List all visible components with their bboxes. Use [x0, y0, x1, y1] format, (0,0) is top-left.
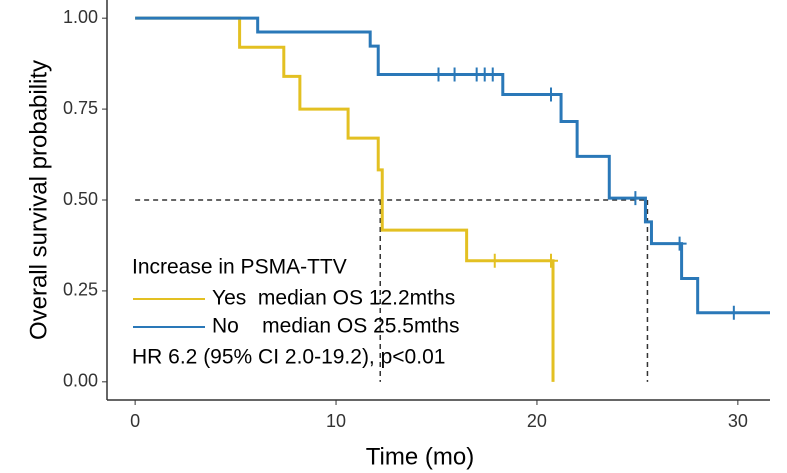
x-tick-label: 30 — [728, 411, 748, 431]
censor-mark — [726, 305, 741, 320]
censor-mark — [447, 67, 462, 82]
censor-mark — [485, 67, 500, 82]
censor-mark — [544, 253, 559, 268]
legend-label: Yes median OS 12.2mths — [212, 287, 455, 310]
x-axis-title: Time (mo) — [366, 443, 474, 470]
y-tick-label: 1.00 — [63, 7, 98, 27]
censor-mark — [544, 87, 559, 102]
y-tick-label: 0.25 — [63, 280, 98, 300]
legend-label: No median OS 25.5mths — [212, 315, 459, 338]
censor-mark — [431, 67, 446, 82]
survival-curve — [135, 16, 770, 315]
y-tick-label: 0.50 — [63, 189, 98, 209]
censor-mark — [672, 236, 687, 251]
y-axis-title: Overall survival probability — [25, 60, 52, 340]
x-tick-label: 20 — [527, 411, 547, 431]
x-tick-label: 0 — [130, 411, 140, 431]
legend-title: Increase in PSMA-TTV — [132, 256, 347, 279]
y-tick-label: 0.00 — [63, 371, 98, 391]
censor-mark — [628, 191, 643, 206]
survival-curve — [135, 16, 555, 382]
y-tick-label: 0.75 — [63, 98, 98, 118]
annotation: HR 6.2 (95% CI 2.0-19.2), p<0.01 — [132, 346, 445, 369]
censor-mark — [487, 253, 502, 268]
x-tick-label: 10 — [326, 411, 346, 431]
